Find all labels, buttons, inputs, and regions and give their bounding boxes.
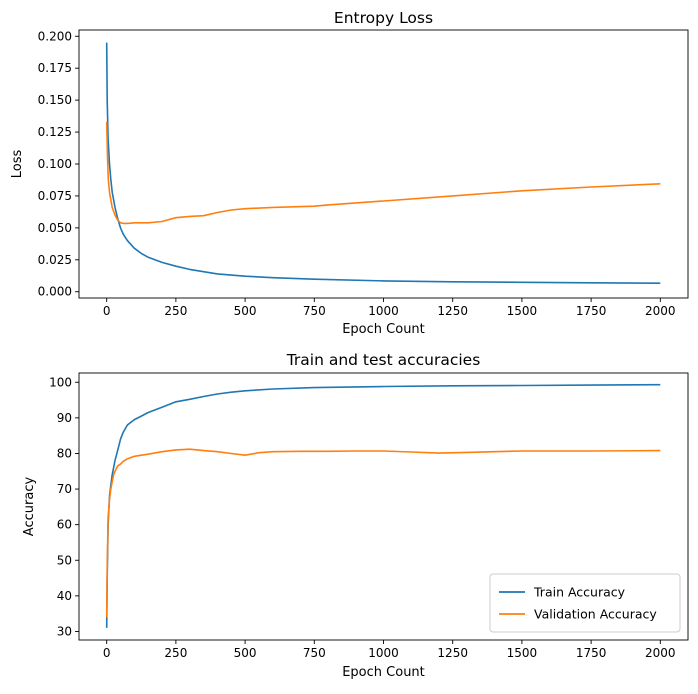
y-tick-label: 0.000 bbox=[38, 285, 72, 299]
x-tick-label: 0 bbox=[103, 646, 111, 660]
y-tick-label: 0.025 bbox=[38, 253, 72, 267]
y-tick-label: 60 bbox=[57, 518, 72, 532]
y-tick-label: 0.125 bbox=[38, 125, 72, 139]
x-tick-label: 750 bbox=[303, 646, 326, 660]
legend: Train Accuracy Validation Accuracy bbox=[489, 573, 681, 633]
x-tick-label: 1500 bbox=[507, 646, 538, 660]
x-tick-label: 750 bbox=[303, 304, 326, 318]
chart-title: Entropy Loss bbox=[334, 9, 433, 27]
x-tick-label: 1750 bbox=[576, 646, 607, 660]
y-tick-label: 0.200 bbox=[38, 29, 72, 43]
legend-label: Validation Accuracy bbox=[534, 607, 657, 622]
legend-label: Train Accuracy bbox=[533, 585, 626, 600]
x-tick-label: 1000 bbox=[368, 646, 399, 660]
chart-panel-1: 0 250 500 750 1000 1250 1500 1750 2000 0.000 0.025… bbox=[10, 9, 689, 337]
x-tick-label: 0 bbox=[103, 304, 111, 318]
y-tick-label: 100 bbox=[49, 375, 72, 389]
x-tick-label: 1750 bbox=[576, 304, 607, 318]
y-tick-label: 50 bbox=[57, 553, 72, 567]
y-tick-label: 0.175 bbox=[38, 61, 72, 75]
legend-box bbox=[489, 573, 681, 633]
y-tick-label: 40 bbox=[57, 589, 72, 603]
series-line-train-accuracy bbox=[105, 383, 661, 628]
series-line-1 bbox=[105, 42, 661, 284]
y-tick-label: 0.100 bbox=[38, 157, 72, 171]
x-tick-label: 1500 bbox=[507, 304, 538, 318]
x-axis-label: Epoch Count bbox=[342, 322, 425, 337]
x-tick-label: 1250 bbox=[437, 304, 468, 318]
x-tick-label: 250 bbox=[164, 646, 187, 660]
x-tick-label: 2000 bbox=[645, 304, 676, 318]
chart-panel-2: 0 250 500 750 1000 1250 1500 1750 2000 30 40 50 60 70… bbox=[22, 351, 689, 680]
x-tick-label: 500 bbox=[234, 646, 257, 660]
plot-frame bbox=[78, 29, 689, 299]
y-tick-label: 90 bbox=[57, 411, 72, 425]
y-tick-label: 0.150 bbox=[38, 93, 72, 107]
y-tick-label: 0.050 bbox=[38, 221, 72, 235]
x-tick-label: 1000 bbox=[368, 304, 399, 318]
y-tick-label: 30 bbox=[57, 624, 72, 638]
series-line-2 bbox=[105, 121, 661, 225]
chart-title: Train and test accuracies bbox=[286, 351, 481, 369]
x-tick-label: 500 bbox=[234, 304, 257, 318]
series-line-validation-accuracy bbox=[105, 448, 661, 618]
y-tick-label: 70 bbox=[57, 482, 72, 496]
x-tick-label: 250 bbox=[164, 304, 187, 318]
x-axis-label: Epoch Count bbox=[342, 665, 425, 680]
x-tick-label: 2000 bbox=[645, 646, 676, 660]
y-axis-label: Loss bbox=[10, 150, 25, 179]
x-tick-label: 1250 bbox=[437, 646, 468, 660]
y-tick-label: 0.075 bbox=[38, 189, 72, 203]
y-tick-label: 80 bbox=[57, 446, 72, 460]
y-axis-label: Accuracy bbox=[22, 477, 37, 537]
